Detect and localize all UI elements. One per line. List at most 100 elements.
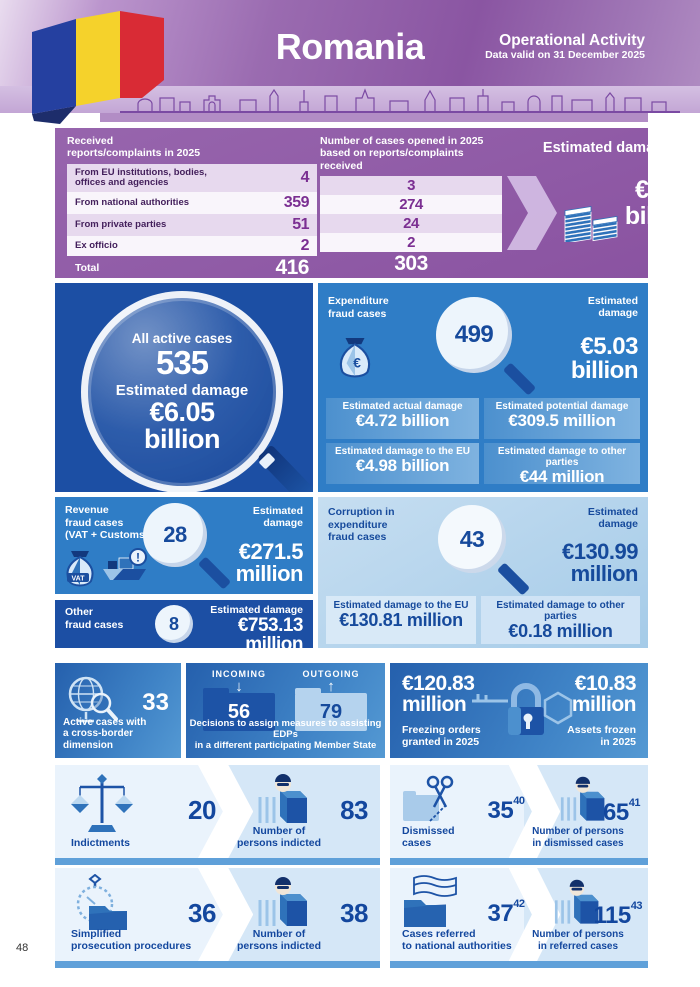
cases-opened-table: Number of cases opened in 2025 based on … <box>320 135 502 276</box>
estimated-damage-value: €3.91 billion <box>624 176 696 230</box>
table-total-row: 303 <box>394 252 428 276</box>
referred-cases-row: 3742 Cases referred to national authorit… <box>390 868 648 961</box>
damage-box: Estimated damage to other parties €0.18 … <box>481 596 640 644</box>
revenue-panel: Revenue fraud cases (VAT + Customs) VAT … <box>55 497 313 594</box>
damage-box: Estimated damage to other parties €44 mi… <box>484 443 640 485</box>
damage-box: Estimated actual damage €4.72 billion <box>326 398 479 439</box>
vat-bag-icon: VAT <box>66 551 94 587</box>
scissors-folder-icon <box>403 775 454 822</box>
all-active-damage-unit: billion <box>144 424 220 454</box>
all-active-damage-amount: €6.05 <box>149 397 215 427</box>
separator-strip <box>390 961 648 968</box>
other-damage-label: Estimated damage <box>210 604 303 616</box>
table-row: From private parties 51 <box>67 213 317 236</box>
reports-panel: Received reports/complaints in 2025 From… <box>55 128 696 279</box>
revenue-label: Revenue fraud cases (VAT + Customs) <box>65 504 149 542</box>
persons-dismissed-count: 6541 <box>603 797 640 826</box>
corruption-count: 43 <box>459 525 485 552</box>
all-active-cases-panel: All active cases 535 Estimated damage €6… <box>55 283 313 492</box>
corruption-damage-label: Estimated damage <box>587 506 638 531</box>
person-indicted-icon <box>554 879 599 924</box>
revenue-damage-value: €271.5 million <box>235 539 304 586</box>
globe-magnifier-icon <box>68 676 118 723</box>
expenditure-damage-label: Estimated damage <box>587 295 638 320</box>
page-title: Romania <box>275 26 425 67</box>
referred-label: Cases referred to national authorities <box>402 927 512 952</box>
table-row: 2 <box>320 233 502 253</box>
separator-strip <box>390 858 648 865</box>
stopwatch-folder-icon <box>76 874 127 930</box>
expenditure-damage-value: €5.03 billion <box>570 333 639 384</box>
persons-indicted-label: Number of persons indicted <box>236 927 321 952</box>
person-indicted-icon <box>258 774 307 823</box>
person-indicted-icon <box>258 877 307 926</box>
cross-border-box: 33 Active cases with a cross-border dime… <box>55 663 181 758</box>
indictments-row: 20 Indictments Number of persons indicte… <box>55 765 380 858</box>
persons-indicted-count: 83 <box>340 795 368 825</box>
operational-activity-label: Operational Activity <box>499 32 645 49</box>
data-valid-note: Data valid on 31 December 2025 <box>485 49 645 62</box>
all-active-label: All active cases <box>131 331 233 346</box>
edp-decisions-box: INCOMING ↓ OUTGOING ↑ 56 79 Decisions to… <box>186 663 385 758</box>
dismissed-cases-row: 3540 Dismissed cases Number of persons i… <box>390 765 648 858</box>
table-row: 24 <box>320 214 502 234</box>
money-stacks-icon <box>564 206 618 242</box>
header-accent-strip <box>100 113 648 122</box>
simplified-procedures-row: 36 Simplified prosecution procedures Num… <box>55 868 380 961</box>
incoming-folder-icon: 56 <box>203 688 275 731</box>
dismissed-label: Dismissed cases <box>402 824 455 849</box>
all-active-count: 535 <box>155 344 209 381</box>
svg-text:!: ! <box>136 551 140 565</box>
magnifier-icon: 8 <box>155 605 193 643</box>
revenue-count: 28 <box>163 522 187 547</box>
scales-icon <box>71 774 133 832</box>
edp-caption: Decisions to assign measures to assistin… <box>189 718 382 752</box>
freezing-label: Freezing orders granted in 2025 <box>402 723 481 748</box>
other-fraud-panel: Other fraud cases 8 Estimated damage €75… <box>55 600 313 654</box>
table-total-row: Total 416 <box>75 255 309 279</box>
expenditure-label: Expenditure fraud cases <box>328 295 389 320</box>
dismissed-count: 3540 <box>487 795 525 824</box>
table-row: From national authorities 359 <box>67 191 317 214</box>
outgoing-folder-icon: 79 <box>295 688 367 731</box>
corruption-damage-value: €130.99 million <box>561 539 639 586</box>
page-number: 48 <box>16 942 29 954</box>
expenditure-panel: Expenditure fraud cases € 499 Estimated … <box>318 283 648 492</box>
table-row: Ex officio 2 <box>67 235 317 256</box>
persons-indicted-label: Number of persons indicted <box>236 824 321 849</box>
corruption-panel: Corruption in expenditure fraud cases 43… <box>318 497 648 648</box>
svg-text:VAT: VAT <box>72 576 86 583</box>
freezing-value: €120.83 million <box>402 672 475 717</box>
table-row: From EU institutions, bodies, offices an… <box>67 163 317 192</box>
outgoing-count: 79 <box>319 700 343 723</box>
simplified-count: 36 <box>188 898 216 928</box>
cases-opened-title: Number of cases opened in 2025 based on … <box>320 135 484 172</box>
flag-folder-icon <box>404 875 457 927</box>
revenue-damage-label: Estimated damage <box>252 505 303 530</box>
magnifier-icon: 43 <box>438 505 531 596</box>
all-active-damage-label: Estimated damage <box>115 382 249 399</box>
incoming-count: 56 <box>227 700 251 723</box>
separator-strip <box>55 961 380 968</box>
damage-box: Estimated potential damage €309.5 millio… <box>484 398 640 439</box>
estimated-damage-label: Estimated damage <box>542 140 672 156</box>
header-right-block: Operational Activity Data valid on 31 De… <box>485 32 645 61</box>
corruption-label: Corruption in expenditure fraud cases <box>328 506 395 544</box>
romania-flag <box>32 11 164 124</box>
damage-box: Estimated damage to the EU €130.81 milli… <box>326 596 476 644</box>
magnifier-icon: 499 <box>436 297 537 396</box>
received-reports-title: Received reports/complaints in 2025 <box>67 135 201 160</box>
persons-referred-label: Number of persons in referred cases <box>532 929 624 952</box>
assets-frozen-value: €10.83 million <box>571 672 637 717</box>
magnifier-icon: All active cases 535 Estimated damage €6… <box>81 291 283 492</box>
cross-border-count: 33 <box>142 689 169 716</box>
indictments-count: 20 <box>188 795 216 825</box>
other-fraud-label: Other fraud cases <box>65 606 124 631</box>
arrow-up-icon: ↑ <box>327 678 335 695</box>
arrow-right-icon <box>507 176 557 250</box>
damage-box: Estimated damage to the EU €4.98 billion <box>326 443 479 484</box>
other-fraud-count: 8 <box>168 613 179 634</box>
freezing-orders-box: €120.83 million Freezing orders granted … <box>390 663 648 758</box>
other-damage-value: €753.13 million <box>237 615 304 655</box>
